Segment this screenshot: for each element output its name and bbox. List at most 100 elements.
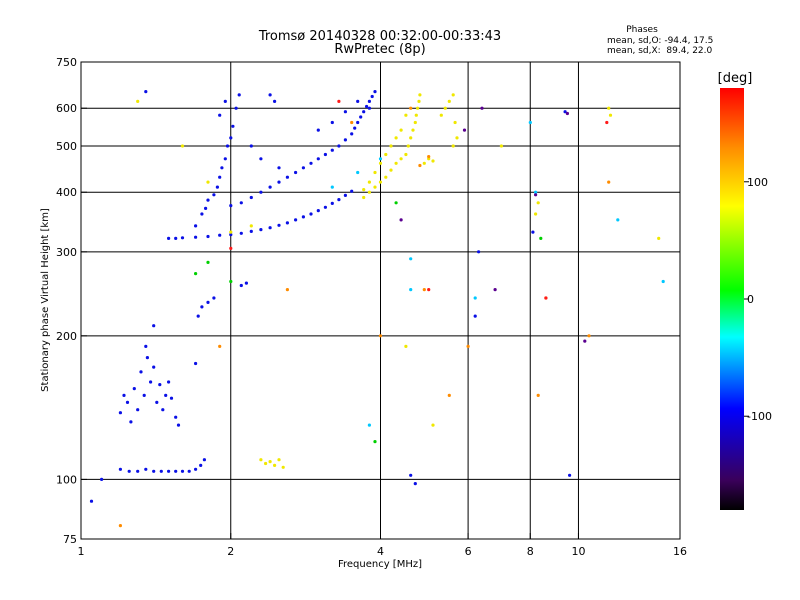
data-point <box>206 300 210 304</box>
data-point <box>167 469 171 473</box>
data-point <box>167 380 171 384</box>
data-point <box>399 218 403 222</box>
data-point <box>118 524 122 528</box>
data-point <box>142 393 146 397</box>
x-tick-label: 6 <box>465 545 472 558</box>
y-tick-label: 750 <box>56 56 77 69</box>
data-point <box>416 106 420 110</box>
data-point <box>406 144 410 148</box>
chart-title: Tromsø 20140328 00:32:00-00:33:43 <box>258 29 501 44</box>
data-point <box>249 195 253 200</box>
data-point <box>144 90 148 94</box>
colorbar <box>720 88 744 510</box>
data-point <box>394 161 398 165</box>
data-point <box>323 205 327 209</box>
data-point <box>220 166 224 170</box>
data-point <box>409 288 413 292</box>
data-point <box>431 423 435 427</box>
data-point <box>536 201 540 205</box>
data-point <box>443 106 447 110</box>
data-point <box>499 144 503 148</box>
data-point <box>158 383 162 387</box>
data-point <box>431 159 435 163</box>
data-point <box>194 224 198 228</box>
data-point <box>229 136 233 140</box>
data-point <box>528 120 532 125</box>
data-point <box>155 400 159 404</box>
y-tick-label: 300 <box>56 246 77 259</box>
x-tick-label: 10 <box>571 545 585 558</box>
data-point <box>414 113 418 117</box>
data-point <box>301 166 305 170</box>
data-point <box>249 144 253 148</box>
data-point <box>323 152 327 157</box>
data-point <box>343 138 347 142</box>
data-point <box>534 212 538 216</box>
data-point <box>225 144 230 148</box>
data-point <box>607 106 611 110</box>
data-point <box>206 260 210 264</box>
y-axis-label: Stationary phase Virtual Height [km] <box>40 208 51 392</box>
data-point <box>268 185 272 189</box>
data-point <box>356 99 360 103</box>
data-point <box>411 128 415 132</box>
data-point <box>583 339 587 343</box>
data-point <box>136 99 140 103</box>
data-point <box>378 157 383 161</box>
data-point <box>493 288 497 292</box>
data-point <box>180 236 185 240</box>
data-point <box>330 120 334 125</box>
data-point <box>249 224 253 228</box>
data-point <box>196 314 200 318</box>
data-point <box>218 113 222 117</box>
data-point <box>294 170 298 175</box>
data-point <box>422 288 426 292</box>
data-point <box>453 120 457 125</box>
colorbar-tick-label: 100 <box>747 176 768 189</box>
data-point <box>239 231 243 235</box>
data-point <box>359 115 363 119</box>
data-point <box>234 106 238 110</box>
data-point <box>237 93 241 97</box>
data-point <box>607 180 611 184</box>
data-point <box>330 185 334 189</box>
data-point <box>404 152 408 157</box>
data-point <box>422 161 426 165</box>
data-point <box>447 393 451 397</box>
data-point <box>439 113 443 117</box>
data-point <box>273 463 277 467</box>
data-point <box>301 215 305 219</box>
data-point <box>223 99 227 103</box>
data-point <box>409 106 413 110</box>
data-point <box>202 458 206 462</box>
data-point <box>316 209 320 213</box>
data-point <box>212 193 216 197</box>
stats-o-mode: mean, sd,O: -94.4, 17.5 <box>607 36 713 46</box>
data-point <box>206 234 210 239</box>
data-point <box>362 110 366 114</box>
data-point <box>239 283 243 288</box>
y-tick-label: 600 <box>56 102 77 115</box>
data-point <box>350 189 354 193</box>
data-point <box>587 334 591 338</box>
data-point <box>285 288 289 292</box>
data-point <box>194 235 198 239</box>
data-point <box>409 136 413 140</box>
data-point <box>200 305 204 309</box>
data-point <box>367 180 371 184</box>
x-axis-label: Frequency [MHz] <box>338 559 422 570</box>
data-point <box>167 236 171 240</box>
data-point <box>316 157 320 161</box>
data-point <box>229 246 233 250</box>
x-tick-label: 16 <box>673 545 687 558</box>
data-point <box>218 344 222 348</box>
data-point <box>657 236 661 240</box>
stats-x-mode: mean, sd,X: 89.4, 22.0 <box>607 46 713 56</box>
data-point <box>118 467 122 471</box>
data-point <box>174 415 178 419</box>
data-point <box>139 370 143 374</box>
data-point <box>350 132 354 136</box>
data-point <box>330 148 334 152</box>
data-point <box>394 136 398 140</box>
data-point <box>145 356 149 360</box>
